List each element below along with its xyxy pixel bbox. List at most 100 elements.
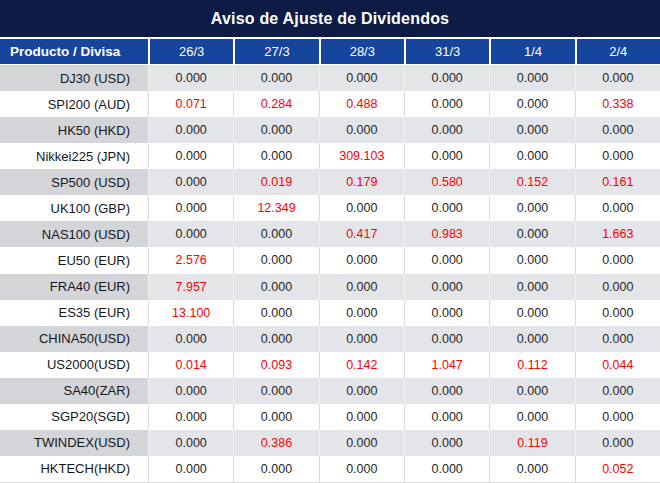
value-cell: 0.000	[404, 300, 489, 326]
value-cell: 0.000	[148, 143, 233, 169]
value-cell: 0.000	[233, 300, 318, 326]
value-cell: 0.000	[489, 195, 574, 221]
table-row: EU50 (EUR)2.5760.0000.0000.0000.0000.000	[0, 247, 660, 273]
value-cell: 0.000	[489, 221, 574, 247]
product-cell: US2000(USD)	[0, 352, 148, 378]
date-column-header: 1/4	[489, 39, 574, 64]
product-cell: HKTECH(HKD)	[0, 456, 148, 482]
value-cell: 0.000	[489, 143, 574, 169]
value-cell: 0.000	[575, 404, 660, 430]
product-cell: SP500 (USD)	[0, 169, 148, 195]
value-cell: 0.000	[575, 65, 660, 91]
value-cell: 0.000	[575, 117, 660, 143]
product-cell: ES35 (EUR)	[0, 300, 148, 326]
value-cell: 0.052	[575, 456, 660, 482]
value-cell: 0.000	[575, 247, 660, 273]
table-row: Nikkei225 (JPN)0.0000.000309.1030.0000.0…	[0, 143, 660, 169]
table-row: CHINA50(USD)0.0000.0000.0000.0000.0000.0…	[0, 326, 660, 352]
product-cell: CHINA50(USD)	[0, 326, 148, 352]
value-cell: 0.000	[148, 65, 233, 91]
value-cell: 0.284	[233, 91, 318, 117]
value-cell: 0.000	[148, 404, 233, 430]
table-row: SP500 (USD)0.0000.0190.1790.5800.1520.16…	[0, 169, 660, 195]
value-cell: 0.000	[489, 117, 574, 143]
value-cell: 0.000	[233, 404, 318, 430]
table-body: DJ30 (USD)0.0000.0000.0000.0000.0000.000…	[0, 65, 660, 482]
table-row: HKTECH(HKD)0.0000.0000.0000.0000.0000.05…	[0, 456, 660, 482]
value-cell: 0.000	[404, 143, 489, 169]
value-cell: 0.000	[489, 378, 574, 404]
value-cell: 0.152	[489, 169, 574, 195]
value-cell: 0.000	[404, 117, 489, 143]
table-row: FRA40 (EUR)7.9570.0000.0000.0000.0000.00…	[0, 274, 660, 300]
value-cell: 0.000	[148, 195, 233, 221]
value-cell: 0.000	[233, 221, 318, 247]
table-row: SPI200 (AUD)0.0710.2840.4880.0000.0000.3…	[0, 91, 660, 117]
table-row: DJ30 (USD)0.0000.0000.0000.0000.0000.000	[0, 65, 660, 91]
value-cell: 0.000	[148, 430, 233, 456]
value-cell: 13.100	[148, 300, 233, 326]
product-cell: SGP20(SGD)	[0, 404, 148, 430]
value-cell: 0.000	[148, 456, 233, 482]
value-cell: 0.000	[319, 456, 404, 482]
value-cell: 0.000	[233, 247, 318, 273]
value-cell: 0.000	[404, 274, 489, 300]
table-row: SA40(ZAR)0.0000.0000.0000.0000.0000.000	[0, 378, 660, 404]
value-cell: 0.019	[233, 169, 318, 195]
value-cell: 0.000	[404, 456, 489, 482]
value-cell: 0.000	[319, 65, 404, 91]
value-cell: 0.000	[489, 404, 574, 430]
value-cell: 0.014	[148, 352, 233, 378]
value-cell: 1.663	[575, 221, 660, 247]
value-cell: 0.580	[404, 169, 489, 195]
value-cell: 0.000	[319, 117, 404, 143]
value-cell: 0.000	[233, 456, 318, 482]
value-cell: 0.000	[319, 300, 404, 326]
value-cell: 0.000	[319, 378, 404, 404]
value-cell: 0.119	[489, 430, 574, 456]
value-cell: 0.093	[233, 352, 318, 378]
value-cell: 0.000	[148, 117, 233, 143]
product-cell: SPI200 (AUD)	[0, 91, 148, 117]
product-cell: Nikkei225 (JPN)	[0, 143, 148, 169]
product-cell: FRA40 (EUR)	[0, 274, 148, 300]
date-column-header: 31/3	[404, 39, 489, 64]
value-cell: 0.000	[233, 65, 318, 91]
value-cell: 0.000	[404, 326, 489, 352]
product-cell: DJ30 (USD)	[0, 65, 148, 91]
table-row: UK100 (GBP)0.00012.3490.0000.0000.0000.0…	[0, 195, 660, 221]
product-cell: NAS100 (USD)	[0, 221, 148, 247]
notice-title: Aviso de Ajuste de Dividendos	[211, 10, 449, 28]
value-cell: 0.983	[404, 221, 489, 247]
value-cell: 0.386	[233, 430, 318, 456]
value-cell: 0.000	[404, 65, 489, 91]
product-cell: EU50 (EUR)	[0, 247, 148, 273]
value-cell: 1.047	[404, 352, 489, 378]
value-cell: 0.044	[575, 352, 660, 378]
value-cell: 0.000	[489, 91, 574, 117]
value-cell: 0.000	[575, 195, 660, 221]
value-cell: 0.000	[404, 91, 489, 117]
notice-title-bar: Aviso de Ajuste de Dividendos	[0, 0, 660, 37]
value-cell: 0.000	[575, 378, 660, 404]
table-header-row: Producto / Divisa26/327/328/331/31/42/4	[0, 39, 660, 64]
value-cell: 0.000	[233, 143, 318, 169]
date-column-header: 28/3	[319, 39, 404, 64]
value-cell: 0.000	[319, 430, 404, 456]
product-cell: HK50 (HKD)	[0, 117, 148, 143]
value-cell: 0.000	[489, 65, 574, 91]
value-cell: 0.000	[319, 326, 404, 352]
table-row: TWINDEX(USD)0.0000.3860.0000.0000.1190.0…	[0, 430, 660, 456]
value-cell: 0.000	[148, 169, 233, 195]
product-cell: UK100 (GBP)	[0, 195, 148, 221]
value-cell: 0.000	[404, 195, 489, 221]
dividend-adjustment-notice: Aviso de Ajuste de Dividendos Producto /…	[0, 0, 660, 483]
value-cell: 0.000	[489, 456, 574, 482]
table-row: SGP20(SGD)0.0000.0000.0000.0000.0000.000	[0, 404, 660, 430]
value-cell: 0.000	[575, 143, 660, 169]
value-cell: 2.576	[148, 247, 233, 273]
value-cell: 0.142	[319, 352, 404, 378]
value-cell: 0.000	[575, 326, 660, 352]
value-cell: 0.179	[319, 169, 404, 195]
product-cell: SA40(ZAR)	[0, 378, 148, 404]
